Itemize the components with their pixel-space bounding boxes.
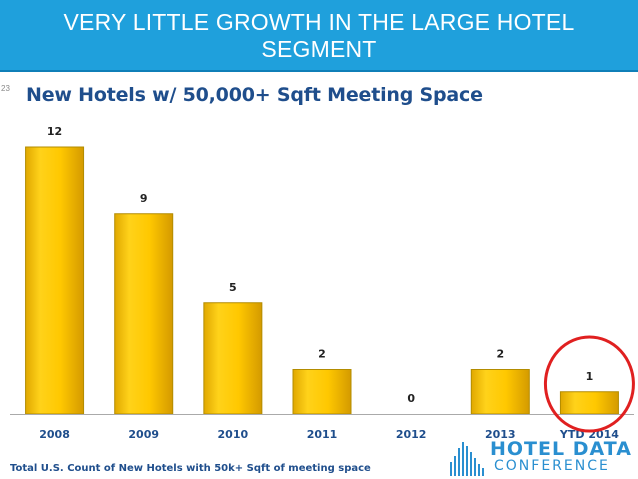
bar-2011	[292, 369, 352, 415]
slide-number: 23	[1, 84, 10, 93]
logo-bars-icon	[450, 442, 484, 476]
x-tick-label: 2009	[128, 428, 159, 441]
bar-2010	[203, 302, 263, 415]
data-label: 12	[47, 125, 62, 138]
data-label: 2	[318, 348, 326, 361]
data-label: 2	[496, 348, 504, 361]
x-tick-label: 2011	[307, 428, 338, 441]
x-tick-label: 2010	[218, 428, 249, 441]
data-label: 0	[407, 392, 415, 405]
footnote: Total U.S. Count of New Hotels with 50k+…	[10, 463, 371, 474]
data-label: 1	[586, 370, 594, 383]
x-tick-label: 2012	[396, 428, 427, 441]
bar-2008	[25, 146, 85, 415]
bar-2013	[470, 369, 530, 415]
logo-line2: CONFERENCE	[494, 458, 610, 474]
hotel-data-conference-logo: HOTEL DATA CONFERENCE	[448, 438, 634, 478]
title-banner: VERY LITTLE GROWTH IN THE LARGE HOTEL SE…	[0, 0, 638, 72]
highlight-circle	[543, 335, 635, 433]
x-tick-label: 2008	[39, 428, 70, 441]
x-tick-label: YTD 2014	[559, 428, 619, 441]
logo-line1: HOTEL DATA	[490, 438, 632, 460]
bar-2009	[114, 213, 174, 415]
data-label: 5	[229, 281, 237, 294]
x-tick-label: 2013	[485, 428, 516, 441]
chart-title: New Hotels w/ 50,000+ Sqft Meeting Space	[26, 84, 483, 106]
data-label: 9	[140, 192, 148, 205]
bar-ytd-2014	[559, 391, 619, 415]
banner-title: VERY LITTLE GROWTH IN THE LARGE HOTEL SE…	[63, 9, 575, 62]
